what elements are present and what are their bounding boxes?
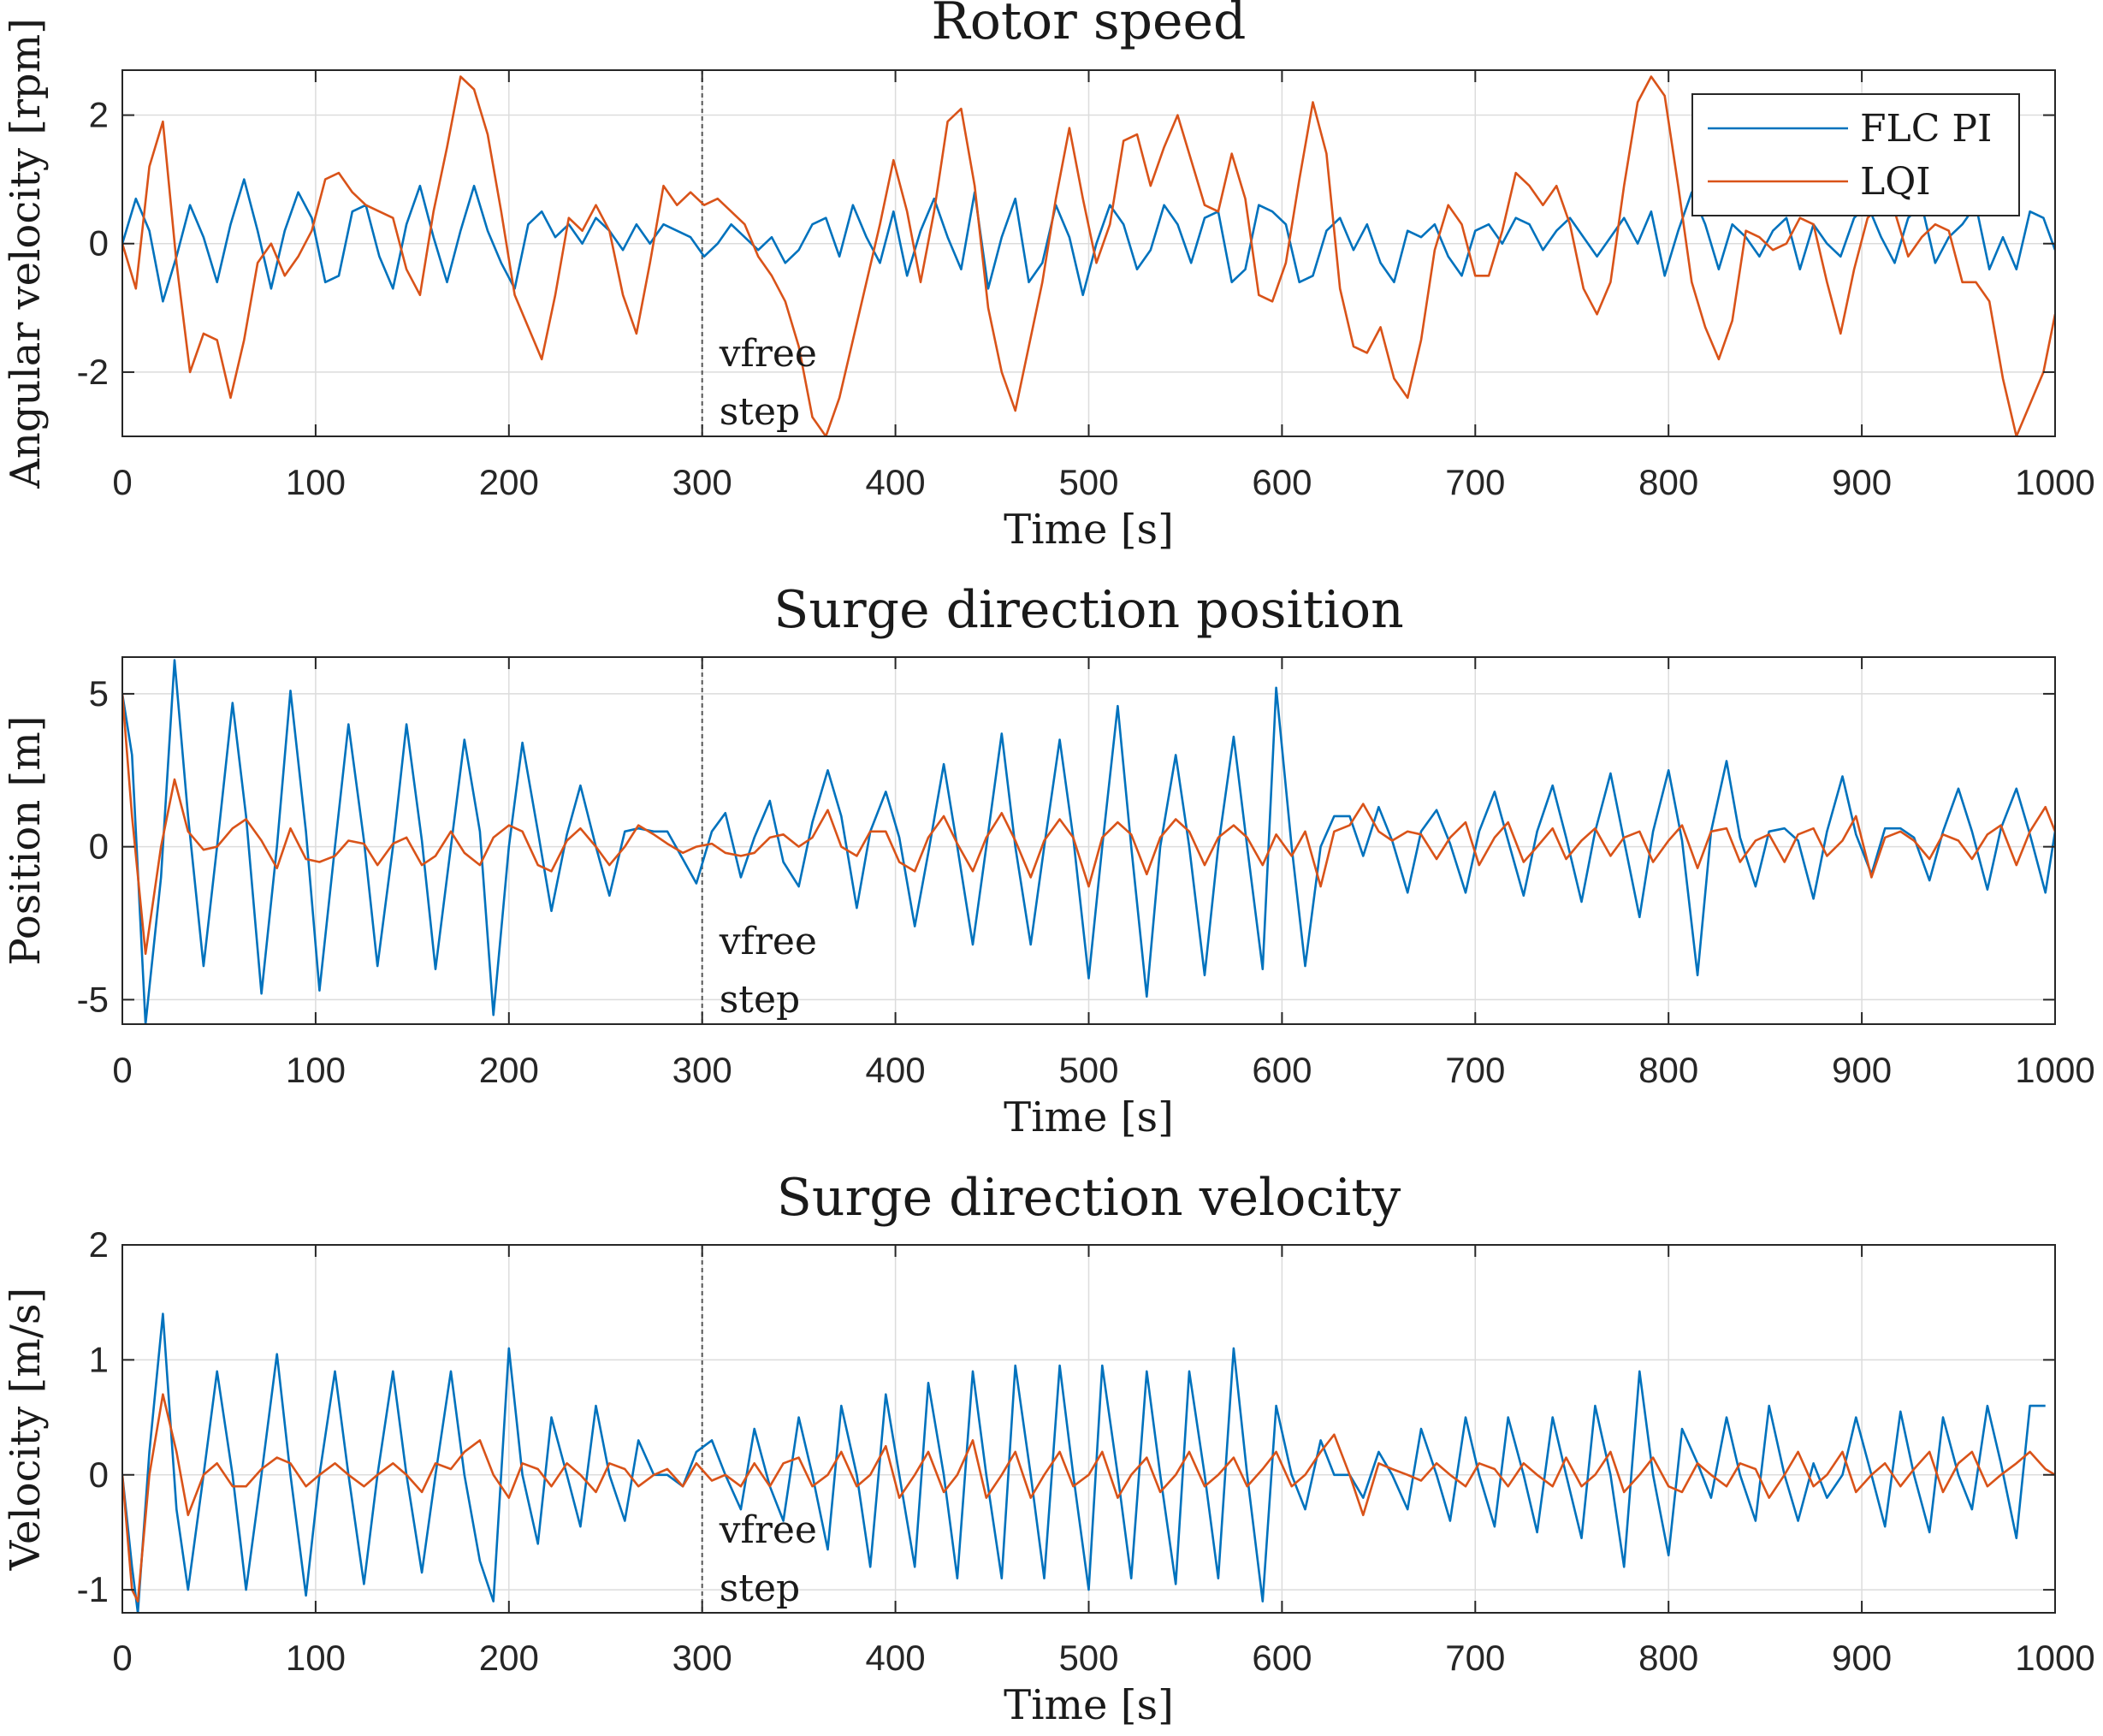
x-tick-label: 0 (112, 462, 132, 502)
legend-label: LQI (1860, 160, 1931, 204)
chart-title: Surge direction position (773, 580, 1404, 640)
y-tick-label: 2 (89, 1224, 109, 1265)
x-tick-label: 600 (1252, 1638, 1312, 1678)
x-tick-label: 700 (1445, 462, 1505, 502)
y-tick-label: -2 (77, 352, 109, 392)
legend: FLC PI LQI (1691, 93, 2020, 216)
x-tick-label: 500 (1058, 462, 1118, 502)
x-tick-label: 1000 (2015, 1638, 2094, 1678)
series-line-flc-pi (122, 1312, 2046, 1613)
annotation-line-1: vfree (719, 332, 817, 376)
x-tick-label: 600 (1252, 1050, 1312, 1090)
x-axis-label: Time [s] (1004, 1681, 1174, 1729)
x-tick-label: 700 (1445, 1638, 1505, 1678)
x-tick-label: 400 (866, 1050, 926, 1090)
x-tick-label: 200 (479, 462, 539, 502)
x-tick-label: 900 (1832, 1638, 1892, 1678)
x-tick-label: 500 (1058, 1050, 1118, 1090)
x-tick-label: 100 (286, 462, 346, 502)
x-axis-label: Time [s] (1004, 1093, 1174, 1141)
x-tick-label: 0 (112, 1050, 132, 1090)
x-tick-label: 900 (1832, 1050, 1892, 1090)
x-tick-label: 700 (1445, 1050, 1505, 1090)
y-tick-label: -5 (77, 979, 109, 1019)
y-tick-label: 5 (89, 673, 109, 714)
x-tick-label: 600 (1252, 462, 1312, 502)
y-tick-label: 0 (89, 827, 109, 867)
annotation-line-2: step (720, 1567, 800, 1610)
x-tick-label: 800 (1638, 1638, 1698, 1678)
y-axis-label: Position [m] (2, 716, 50, 966)
y-tick-label: 2 (89, 95, 109, 135)
x-tick-label: 800 (1638, 1050, 1698, 1090)
series-line-lqi (122, 75, 2055, 436)
series-line-flc-pi (122, 178, 2055, 303)
x-tick-label: 300 (672, 1638, 732, 1678)
legend-label: FLC PI (1860, 107, 1992, 151)
y-tick-label: 0 (89, 1455, 109, 1495)
annotation-line-1: vfree (719, 920, 817, 963)
annotation-line-1: vfree (719, 1508, 817, 1552)
x-tick-label: 300 (672, 462, 732, 502)
annotation-line-2: step (720, 390, 800, 434)
x-tick-label: 300 (672, 1050, 732, 1090)
chart-title: Surge direction velocity (777, 1168, 1401, 1228)
x-tick-label: 400 (866, 1638, 926, 1678)
legend-box (1691, 93, 2020, 216)
panel-3: vfree step 0 100 200 300 400 500 600 700 800 900 100… (2, 1168, 2095, 1729)
panel-2: vfree step 0 100 200 300 400 500 600 700 800 900 100… (2, 580, 2095, 1141)
y-axis-label: Angular velocity [rpm] (2, 18, 50, 489)
series-line-lqi (122, 1393, 2055, 1603)
x-tick-label: 800 (1638, 462, 1698, 502)
x-tick-label: 400 (866, 462, 926, 502)
y-axis-label: Velocity [m/s] (2, 1288, 50, 1572)
x-tick-label: 500 (1058, 1638, 1118, 1678)
x-tick-label: 900 (1832, 462, 1892, 502)
x-tick-label: 200 (479, 1638, 539, 1678)
panel-1: vfree step 0 100 200 300 400 500 600 700 800 900 100… (2, 0, 2095, 554)
x-tick-label: 1000 (2015, 1050, 2094, 1090)
x-tick-label: 0 (112, 1638, 132, 1678)
x-tick-label: 1000 (2015, 462, 2094, 502)
series-line-lqi (122, 693, 2055, 956)
chart-title: Rotor speed (932, 0, 1247, 51)
y-tick-label: 0 (89, 223, 109, 264)
x-tick-label: 100 (286, 1638, 346, 1678)
x-axis-label: Time [s] (1004, 506, 1174, 554)
series-line-flc-pi (122, 659, 2055, 1024)
y-tick-label: -1 (77, 1569, 109, 1609)
x-tick-label: 100 (286, 1050, 346, 1090)
x-tick-label: 200 (479, 1050, 539, 1090)
y-tick-label: 1 (89, 1339, 109, 1379)
annotation-line-2: step (720, 978, 800, 1022)
